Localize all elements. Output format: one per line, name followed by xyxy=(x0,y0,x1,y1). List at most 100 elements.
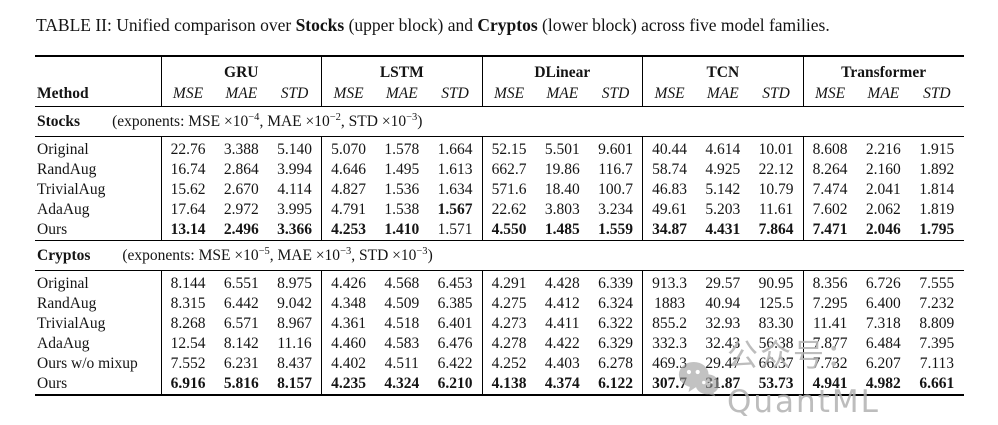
method-cell: Ours xyxy=(37,375,68,392)
table-row: RandAug 16.74 2.864 3.994 4.646 1.495 1.613 662… xyxy=(35,160,964,180)
value-cell: 6.401 xyxy=(437,315,473,332)
value-cell: 6.476 xyxy=(437,335,473,352)
value-cell: 5.501 xyxy=(544,141,580,158)
value-cell: 6.324 xyxy=(598,295,633,312)
value-cell: 1.485 xyxy=(544,221,580,238)
value-cell: 5.070 xyxy=(321,136,376,160)
method-cell: TrivialAug xyxy=(37,181,106,198)
method-cell: RandAug xyxy=(37,295,97,312)
value-cell: 8.142 xyxy=(223,335,259,352)
metric-header: STD xyxy=(428,82,483,107)
value-cell: 7.318 xyxy=(865,315,901,332)
model-group-header: LSTM xyxy=(321,56,483,82)
value-cell: 5.140 xyxy=(277,141,312,158)
value-cell: 4.252 xyxy=(481,354,536,374)
metric-header: MSE xyxy=(802,82,857,107)
value-cell: 6.278 xyxy=(598,355,633,372)
value-cell: 7.877 xyxy=(802,334,857,354)
method-cell: AdaAug xyxy=(37,335,90,352)
value-cell: 1.495 xyxy=(384,161,420,178)
value-cell: 9.601 xyxy=(598,141,633,158)
value-cell: 7.602 xyxy=(802,200,857,220)
value-cell: 4.114 xyxy=(277,181,312,198)
value-cell: 18.40 xyxy=(544,181,580,198)
caption-cryptos: Cryptos xyxy=(477,15,538,35)
value-cell: 571.6 xyxy=(481,180,536,200)
value-cell: 307.7 xyxy=(642,374,697,395)
table-row: Original 8.144 6.551 8.975 4.426 4.568 6.453 4.… xyxy=(35,270,964,294)
section-row: Cryptos (exponents: MSE ×10−5, MAE ×10−3,… xyxy=(35,240,964,271)
value-cell: 8.315 xyxy=(160,294,215,314)
metric-header: MAE xyxy=(535,82,590,107)
section-cell: Stocks (exponents: MSE ×10−4, MAE ×10−2, … xyxy=(35,106,964,137)
metric-header: MAE xyxy=(214,82,268,107)
metric-header: MSE xyxy=(481,82,536,107)
section-note: (exponents: MSE ×10−5, MAE ×10−3, STD ×1… xyxy=(122,245,433,264)
value-cell: 7.113 xyxy=(919,355,955,372)
value-cell: 46.83 xyxy=(642,180,697,200)
value-cell: 913.3 xyxy=(642,270,697,294)
value-cell: 4.428 xyxy=(544,275,580,292)
value-cell: 2.496 xyxy=(223,221,259,238)
value-cell: 4.426 xyxy=(321,270,376,294)
value-cell: 10.79 xyxy=(758,181,794,198)
value-cell: 13.14 xyxy=(160,220,215,241)
value-cell: 4.361 xyxy=(321,314,376,334)
value-cell: 1.538 xyxy=(384,201,420,218)
value-cell: 4.614 xyxy=(705,141,741,158)
method-cell: AdaAug xyxy=(37,201,90,218)
value-cell: 1.915 xyxy=(919,141,955,158)
value-cell: 469.3 xyxy=(642,354,697,374)
value-cell: 7.232 xyxy=(919,295,955,312)
model-group-header: TCN xyxy=(642,56,804,82)
section-name: Stocks xyxy=(37,112,81,130)
value-cell: 7.864 xyxy=(758,221,794,238)
value-cell: 4.511 xyxy=(384,355,419,372)
value-cell: 4.925 xyxy=(705,161,741,178)
metric-header: MSE xyxy=(642,82,697,107)
value-cell: 16.74 xyxy=(160,160,215,180)
value-cell: 11.61 xyxy=(758,201,794,218)
metric-header: MAE xyxy=(375,82,429,107)
value-cell: 8.356 xyxy=(802,270,857,294)
value-cell: 125.5 xyxy=(758,295,794,312)
value-cell: 4.235 xyxy=(321,374,376,395)
value-cell: 100.7 xyxy=(598,181,633,198)
value-cell: 6.661 xyxy=(919,375,955,392)
value-cell: 4.460 xyxy=(321,334,376,354)
metric-header: MAE xyxy=(696,82,750,107)
value-cell: 116.7 xyxy=(598,161,633,178)
value-cell: 8.268 xyxy=(160,314,215,334)
value-cell: 4.791 xyxy=(321,200,376,220)
table-row: Ours 13.14 2.496 3.366 4.253 1.410 1.571 4.550 1… xyxy=(35,220,964,241)
value-cell: 29.57 xyxy=(705,275,741,292)
metric-header: STD xyxy=(268,82,322,107)
value-cell: 56.38 xyxy=(758,335,794,352)
section-name: Cryptos xyxy=(37,246,91,264)
value-cell: 58.74 xyxy=(642,160,697,180)
value-cell: 1.567 xyxy=(437,201,473,218)
table-row: AdaAug 17.64 2.972 3.995 4.791 1.538 1.567 22.6… xyxy=(35,200,964,220)
value-cell: 40.94 xyxy=(705,295,741,312)
value-cell: 4.348 xyxy=(321,294,376,314)
value-cell: 1883 xyxy=(642,294,697,314)
metric-header: MSE xyxy=(321,82,376,107)
value-cell: 4.412 xyxy=(544,295,580,312)
value-cell: 8.608 xyxy=(802,136,857,160)
table-row: AdaAug 12.54 8.142 11.16 4.460 4.583 6.476 4.27… xyxy=(35,334,964,354)
value-cell: 4.374 xyxy=(544,375,580,392)
value-cell: 2.046 xyxy=(865,221,901,238)
metric-header-row: Method MSE MAE STD MSE MAE STD MSE MAE STD MSE MAE S… xyxy=(35,82,964,107)
caption-part: TABLE II: Unified comparison over xyxy=(36,15,296,35)
value-cell: 1.814 xyxy=(919,181,955,198)
value-cell: 7.555 xyxy=(919,275,955,292)
value-cell: 31.87 xyxy=(705,375,741,392)
value-cell: 1.664 xyxy=(437,141,473,158)
table-row: Ours 6.916 5.816 8.157 4.235 4.324 6.210 4.138 4… xyxy=(35,374,964,395)
value-cell: 1.795 xyxy=(919,221,955,238)
value-cell: 90.95 xyxy=(758,275,794,292)
value-cell: 6.726 xyxy=(865,275,901,292)
value-cell: 8.809 xyxy=(919,315,955,332)
model-group-header: DLinear xyxy=(481,56,643,82)
value-cell: 6.422 xyxy=(437,355,473,372)
